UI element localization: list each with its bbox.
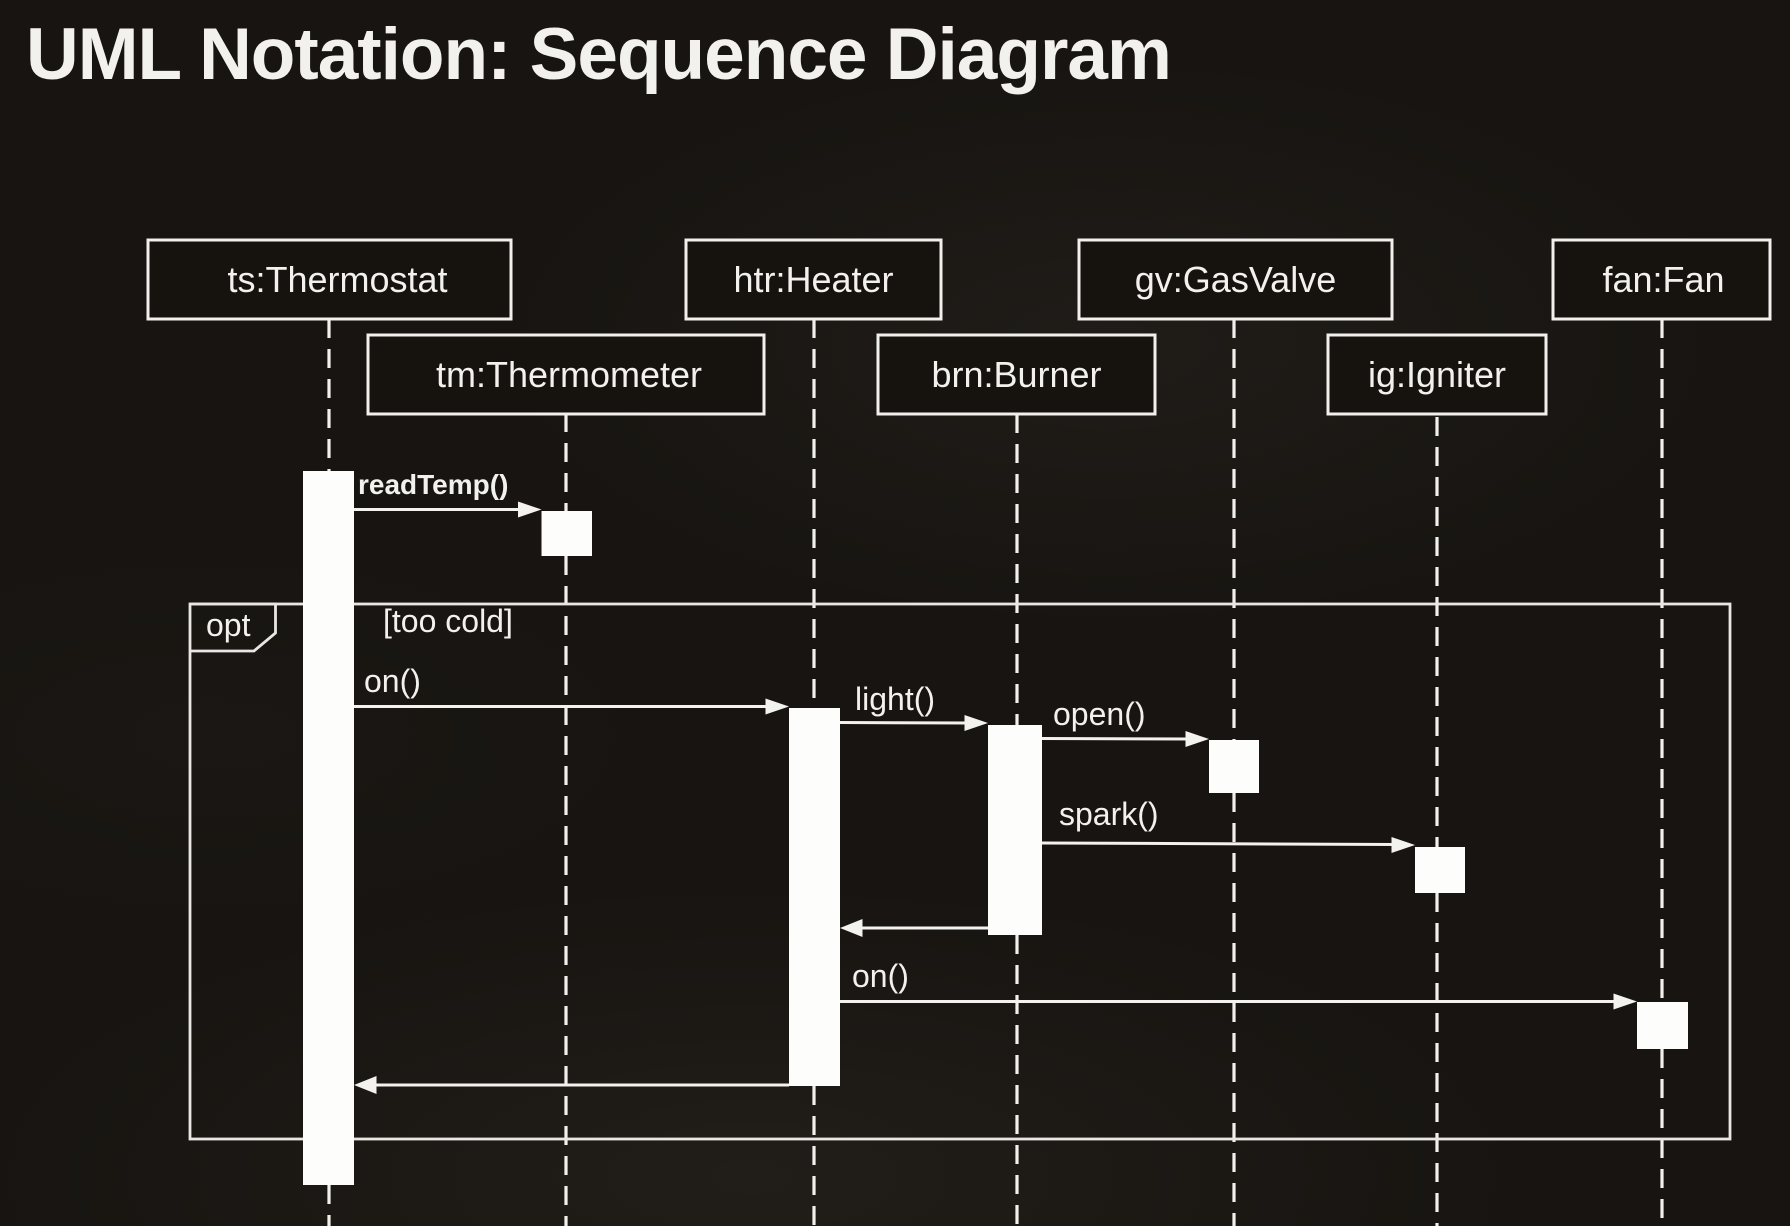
svg-text:brn:Burner: brn:Burner (931, 354, 1101, 395)
svg-text:gv:GasValve: gv:GasValve (1135, 259, 1336, 300)
svg-text:light(): light() (855, 681, 935, 717)
svg-text:fan:Fan: fan:Fan (1602, 259, 1724, 300)
svg-text:[too cold]: [too cold] (383, 603, 513, 639)
svg-text:spark(): spark() (1059, 796, 1159, 832)
svg-text:tm:Thermometer: tm:Thermometer (436, 354, 702, 395)
svg-text:ig:Igniter: ig:Igniter (1368, 354, 1506, 395)
svg-text:ts:Thermostat: ts:Thermostat (227, 259, 447, 300)
svg-text:open(): open() (1053, 696, 1146, 732)
svg-text:on(): on() (852, 958, 909, 994)
svg-text:UML Notation: Sequence Diagram: UML Notation: Sequence Diagram (26, 14, 1171, 95)
svg-text:opt: opt (206, 607, 251, 643)
svg-text:on(): on() (364, 663, 421, 699)
svg-text:readTemp(): readTemp() (358, 469, 508, 500)
svg-text:htr:Heater: htr:Heater (733, 259, 893, 300)
